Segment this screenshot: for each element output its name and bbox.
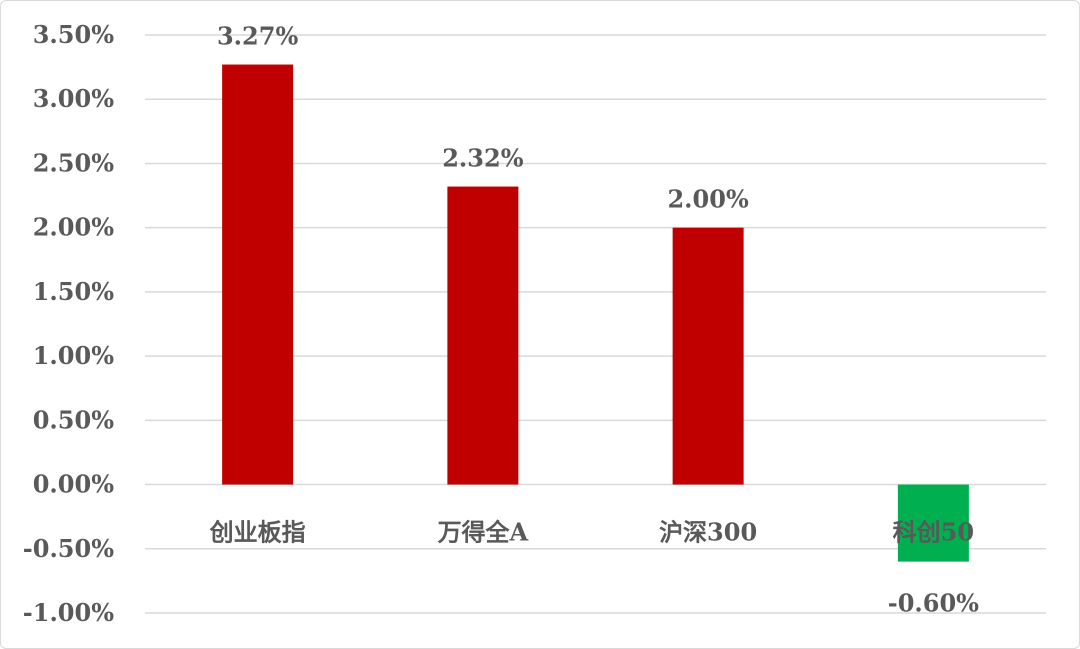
- y-tick-label: -1.00%: [23, 598, 114, 627]
- bars: [222, 65, 969, 562]
- y-tick-label: 1.50%: [33, 277, 114, 306]
- y-axis-tick-labels: 3.50% 3.00% 2.50% 2.00% 1.50% 1.00% 0.50% 0.00%…: [23, 20, 114, 627]
- category-label: 沪深300: [659, 518, 757, 547]
- data-label: -0.60%: [888, 589, 979, 618]
- data-label: 3.27%: [217, 22, 298, 51]
- category-label: 科创50: [893, 518, 974, 547]
- y-tick-label: 2.50%: [33, 148, 114, 177]
- y-tick-label: 0.50%: [33, 405, 114, 434]
- category-labels: 创业板指 万得全A 沪深300 科创50: [209, 518, 974, 547]
- y-tick-label: 3.00%: [33, 84, 114, 113]
- y-tick-label: -0.50%: [23, 534, 114, 563]
- y-tick-label: 0.00%: [33, 470, 114, 499]
- data-label: 2.32%: [442, 144, 523, 173]
- y-tick-label: 1.00%: [33, 341, 114, 370]
- category-label: 创业板指: [209, 518, 306, 547]
- bar: [673, 228, 744, 485]
- y-tick-label: 3.50%: [33, 20, 114, 49]
- y-tick-label: 2.00%: [33, 213, 114, 242]
- category-label: 万得全A: [438, 518, 529, 547]
- data-label: 2.00%: [667, 185, 748, 214]
- bar: [222, 65, 293, 485]
- bar: [447, 187, 518, 485]
- data-labels: 3.27% 2.32% 2.00% -0.60%: [217, 22, 979, 618]
